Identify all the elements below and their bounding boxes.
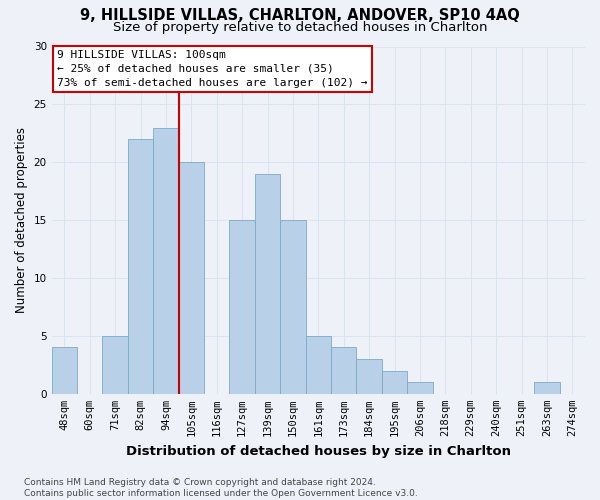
Text: Size of property relative to detached houses in Charlton: Size of property relative to detached ho…	[113, 21, 487, 34]
Bar	[153, 128, 179, 394]
Bar	[407, 382, 433, 394]
Bar	[103, 336, 128, 394]
Bar	[179, 162, 204, 394]
Text: Contains HM Land Registry data © Crown copyright and database right 2024.
Contai: Contains HM Land Registry data © Crown c…	[24, 478, 418, 498]
X-axis label: Distribution of detached houses by size in Charlton: Distribution of detached houses by size …	[126, 444, 511, 458]
Bar	[229, 220, 255, 394]
Bar	[331, 348, 356, 394]
Bar	[534, 382, 560, 394]
Bar	[356, 359, 382, 394]
Bar	[255, 174, 280, 394]
Y-axis label: Number of detached properties: Number of detached properties	[15, 127, 28, 313]
Text: 9, HILLSIDE VILLAS, CHARLTON, ANDOVER, SP10 4AQ: 9, HILLSIDE VILLAS, CHARLTON, ANDOVER, S…	[80, 8, 520, 22]
Bar	[128, 139, 153, 394]
Bar	[52, 348, 77, 394]
Bar	[280, 220, 305, 394]
Bar	[382, 370, 407, 394]
Text: 9 HILLSIDE VILLAS: 100sqm
← 25% of detached houses are smaller (35)
73% of semi-: 9 HILLSIDE VILLAS: 100sqm ← 25% of detac…	[57, 50, 367, 88]
Bar	[305, 336, 331, 394]
